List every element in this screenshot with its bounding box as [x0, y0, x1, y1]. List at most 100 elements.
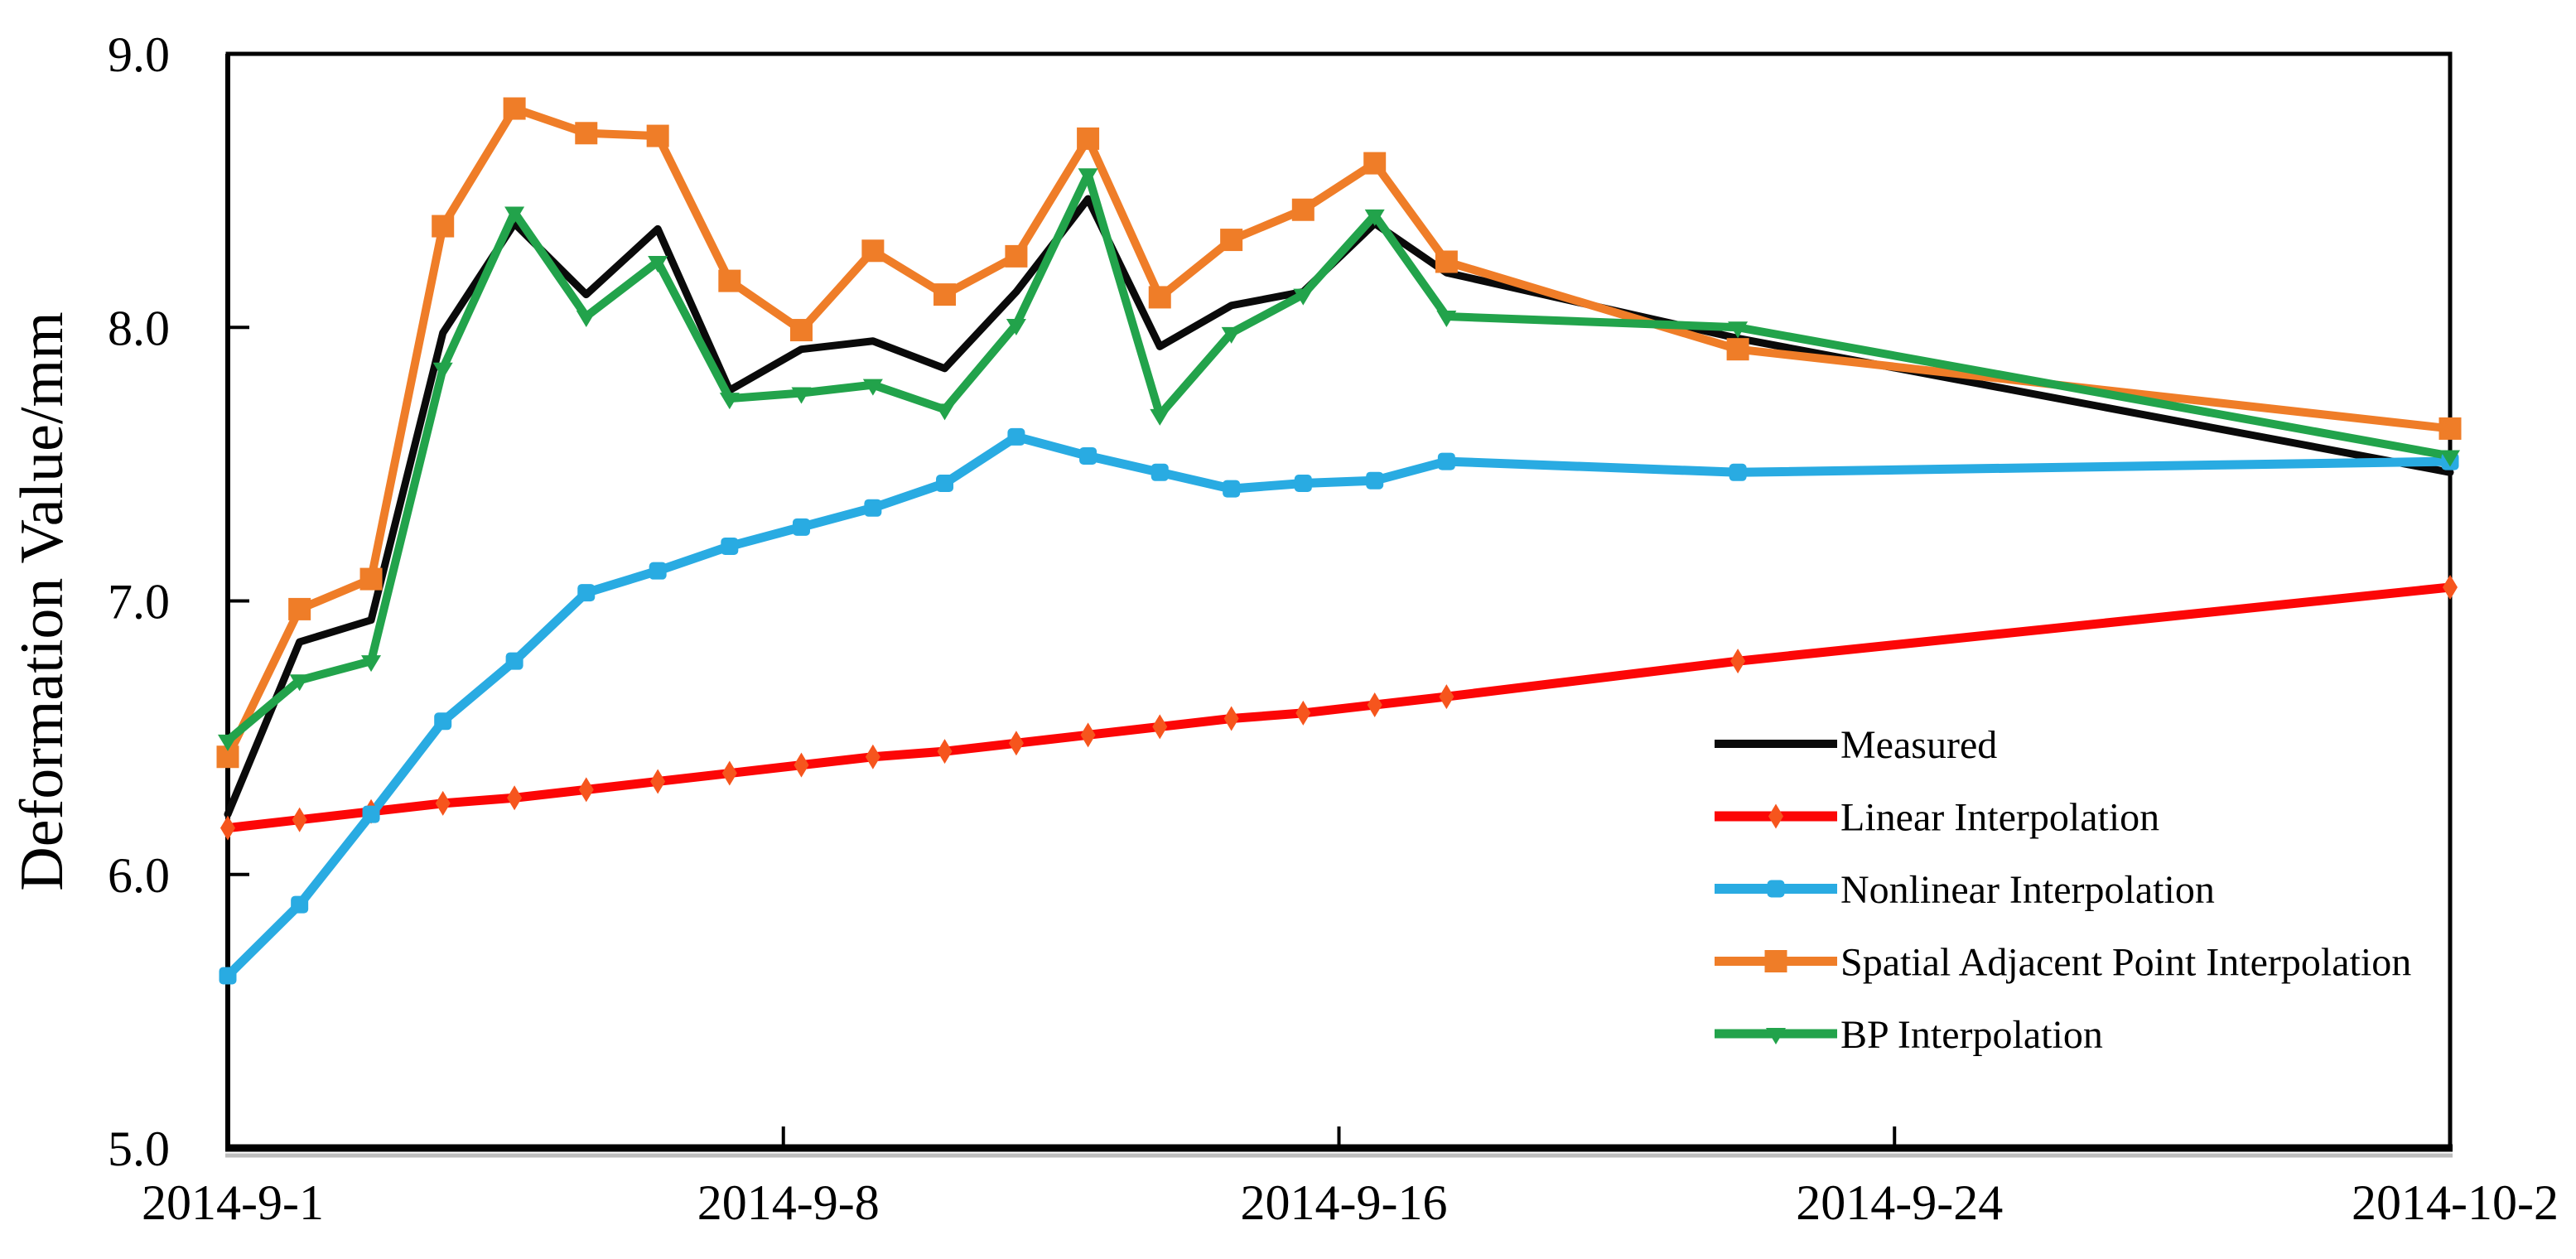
data-point-marker	[1221, 326, 1242, 344]
data-point-marker	[1439, 684, 1454, 710]
y-tick-label: 9.0	[108, 27, 170, 82]
data-point-marker	[1293, 288, 1314, 306]
data-point-marker	[1078, 168, 1098, 186]
data-point-marker	[1435, 250, 1458, 273]
legend-label: Spatial Adjacent Point Interpolation	[1840, 941, 2411, 985]
data-point-marker	[362, 805, 380, 823]
data-point-marker	[1150, 408, 1170, 426]
legend-item-spatial-adjacent-point-interpolation: Spatial Adjacent Point Interpolation	[1715, 941, 2411, 985]
data-point-marker	[503, 97, 526, 120]
data-point-marker	[1295, 700, 1311, 726]
data-point-marker	[791, 387, 812, 404]
data-point-marker	[1220, 229, 1243, 252]
data-point-marker	[1436, 311, 1457, 328]
data-point-marker	[435, 790, 451, 816]
data-point-marker	[1437, 452, 1455, 470]
data-point-marker	[1005, 244, 1028, 268]
data-point-marker	[289, 674, 310, 692]
data-point-marker	[577, 584, 596, 602]
data-point-marker	[719, 393, 740, 410]
data-point-marker	[220, 815, 235, 841]
data-point-marker	[1077, 127, 1100, 150]
data-point-marker	[933, 283, 957, 306]
data-point-marker	[648, 255, 668, 273]
data-point-marker	[721, 760, 737, 786]
legend-swatch-marker	[1766, 1028, 1786, 1044]
data-point-marker	[507, 785, 523, 811]
series-markers-spatial-adjacent-point-interpolation	[216, 97, 2462, 769]
data-point-marker	[432, 215, 455, 238]
legend-swatch-marker	[1764, 950, 1787, 972]
data-point-marker	[291, 895, 309, 914]
data-point-marker	[646, 124, 669, 147]
x-tick-label: 2014-9-16	[1241, 1175, 1448, 1230]
legend-item-nonlinear-interpolation: Nonlinear Interpolation	[1715, 868, 2215, 912]
series-markers-bp-interpolation	[218, 168, 2460, 751]
data-point-marker	[864, 499, 882, 517]
data-point-marker	[432, 362, 453, 379]
data-point-marker	[1730, 649, 1746, 674]
data-point-marker	[1006, 318, 1026, 335]
legend-label: BP Interpolation	[1840, 1013, 2103, 1057]
data-point-marker	[219, 967, 237, 985]
data-point-marker	[649, 562, 667, 580]
data-point-marker	[434, 712, 452, 731]
data-point-marker	[504, 206, 525, 224]
y-tick-label: 8.0	[108, 301, 170, 355]
data-point-marker	[359, 567, 383, 591]
data-point-marker	[1223, 706, 1239, 731]
data-point-marker	[1148, 286, 1171, 309]
legend-item-linear-interpolation: Linear Interpolation	[1715, 796, 2159, 840]
series-line-measured	[224, 195, 2454, 818]
data-point-marker	[936, 474, 954, 492]
data-point-marker	[361, 655, 382, 673]
x-tick-label: 2014-9-1	[142, 1175, 324, 1230]
x-tick-label: 2014-9-8	[697, 1175, 880, 1230]
data-point-marker	[1291, 198, 1315, 221]
legend-swatch-marker	[1767, 880, 1785, 898]
data-point-marker	[1728, 321, 1749, 339]
data-point-marker	[1007, 427, 1025, 446]
data-point-marker	[1152, 714, 1168, 740]
data-point-marker	[792, 518, 810, 536]
data-point-marker	[789, 319, 813, 342]
legend-label: Measured	[1840, 723, 1997, 767]
legend-item-measured: Measured	[1715, 723, 1997, 767]
series-line-linear-interpolation	[223, 582, 2455, 833]
legend: Measured Linear Interpolation Nonlinear In…	[1715, 723, 2411, 1057]
data-point-marker	[1079, 446, 1097, 465]
data-point-marker	[1151, 463, 1169, 481]
data-point-marker	[576, 311, 596, 328]
data-point-marker	[218, 734, 238, 751]
data-point-marker	[862, 379, 883, 396]
data-point-marker	[1366, 471, 1384, 490]
data-point-marker	[1363, 152, 1387, 175]
data-point-marker	[1729, 463, 1747, 481]
data-point-marker	[1223, 480, 1241, 498]
data-point-marker	[1364, 209, 1385, 226]
data-point-marker	[650, 769, 666, 794]
data-point-marker	[718, 269, 741, 292]
data-point-marker	[578, 777, 594, 803]
y-axis-title: Deformation Value/mm	[8, 311, 76, 890]
legend-label: Linear Interpolation	[1840, 796, 2159, 840]
x-tick-label: 2014-9-24	[1796, 1175, 2003, 1230]
series-line-bp-interpolation	[224, 170, 2454, 745]
series-markers-linear-interpolation	[220, 574, 2458, 841]
y-tick-label: 6.0	[108, 848, 170, 903]
data-point-marker	[1080, 722, 1096, 748]
data-point-marker	[937, 739, 953, 765]
data-point-marker	[1726, 338, 1749, 361]
y-tick-label: 7.0	[108, 575, 170, 630]
legend-item-bp-interpolation: BP Interpolation	[1715, 1013, 2103, 1057]
data-point-marker	[288, 597, 311, 620]
data-point-marker	[2439, 417, 2462, 440]
y-tick-label: 5.0	[108, 1122, 170, 1176]
data-point-marker	[292, 807, 307, 832]
data-point-marker	[2440, 450, 2460, 467]
data-point-marker	[1008, 731, 1024, 756]
legend-label: Nonlinear Interpolation	[1840, 868, 2215, 912]
data-point-marker	[1294, 474, 1312, 492]
